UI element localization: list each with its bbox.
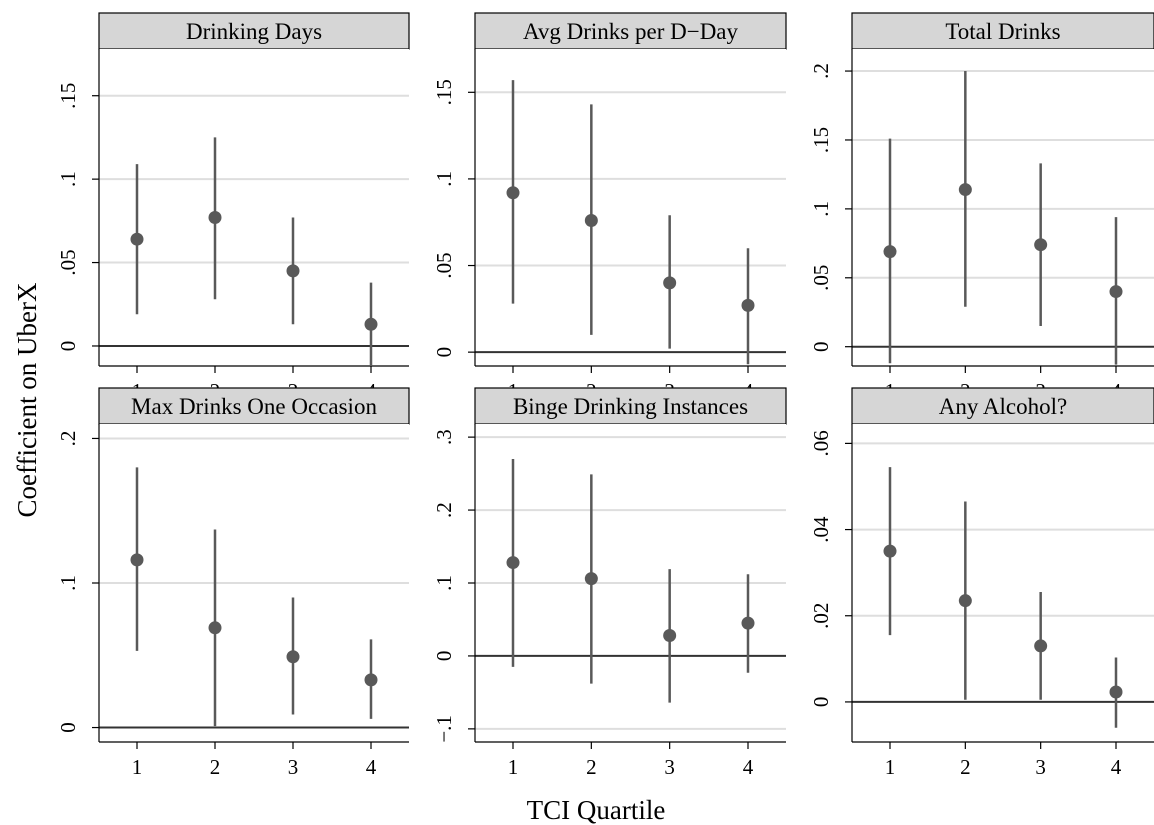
y-tick-label: .3 [432,429,456,445]
point-estimate-marker [208,211,222,225]
point-estimate-marker [1034,639,1048,653]
y-tick-label: .15 [809,127,833,153]
y-tick-label: .1 [56,171,80,187]
point-estimate-marker [286,650,300,664]
y-tick-label: .15 [56,83,80,109]
x-tick-label: 4 [743,755,754,779]
y-tick-label: 0 [809,341,833,352]
point-estimate-marker [130,553,144,567]
point-estimate-marker [741,616,755,630]
y-tick-label: .15 [432,79,456,105]
x-tick-label: 3 [288,755,299,779]
y-tick-label: .05 [56,249,80,275]
y-tick-label: .2 [56,431,80,447]
point-estimate-marker [883,245,897,259]
panel-title-strip [98,387,410,425]
x-tick-label: 2 [210,755,221,779]
figure-y-axis-label: Coefficient on UberX [12,282,42,517]
point-estimate-marker [883,544,897,558]
x-tick-label: 2 [586,755,597,779]
point-estimate-marker [584,213,598,227]
point-estimate-marker [364,673,378,687]
x-tick-label: 3 [664,755,675,779]
point-estimate-marker [741,298,755,312]
panels-group: Drinking Days 0 .05 .1 .15 1 2 3 4 Avg Drinks per… [56,12,1154,779]
point-estimate-marker [286,264,300,278]
point-estimate-marker [364,317,378,331]
point-estimate-marker [663,276,677,290]
plot-area [852,424,1154,742]
y-tick-label: 0 [432,651,456,662]
y-tick-label: .04 [809,516,833,543]
y-tick-label: 0 [432,347,456,358]
point-estimate-marker [1109,685,1123,699]
panel-title: Avg Drinks per D−Day [523,19,739,44]
panel-title: Any Alcohol? [939,394,1067,419]
panel-title: Total Drinks [945,19,1060,44]
panel-4: Max Drinks One Occasion 0 .1 .2 1 2 3 4 [56,387,410,779]
plot-area [99,49,409,366]
y-tick-label: .1 [432,575,456,591]
point-estimate-marker [958,183,972,197]
x-tick-label: 4 [1111,755,1122,779]
panel-title-strip [98,12,410,50]
y-tick-label: 0 [56,722,80,733]
panel-title: Binge Drinking Instances [513,394,748,419]
y-tick-label: 0 [56,341,80,352]
point-estimate-marker [663,629,677,643]
figure-x-axis-label: TCI Quartile [527,795,666,825]
point-estimate-marker [130,232,144,246]
plot-area [852,49,1154,366]
panel-title: Drinking Days [186,19,322,44]
y-tick-label: .1 [56,575,80,591]
plot-area [475,49,786,366]
y-tick-label: .2 [432,502,456,518]
point-estimate-marker [506,186,520,200]
x-tick-label: 3 [1035,755,1046,779]
point-estimate-marker [208,621,222,635]
y-tick-label: .05 [432,252,456,278]
y-tick-label: 0 [809,697,833,708]
panel-title-strip [851,12,1154,50]
panel-title: Max Drinks One Occasion [131,394,377,419]
point-estimate-marker [1109,285,1123,299]
point-estimate-marker [958,594,972,608]
point-estimate-marker [506,556,520,570]
y-tick-label: .1 [809,201,833,217]
y-tick-label: .1 [432,171,456,187]
panel-title-strip [474,12,787,50]
x-tick-label: 4 [366,755,377,779]
panel-title-strip [851,387,1154,425]
x-tick-label: 1 [508,755,519,779]
panel-6: Any Alcohol? 0 .02 .04 .06 1 2 3 4 [809,387,1154,779]
point-estimate-marker [1034,238,1048,252]
y-tick-label: .05 [809,265,833,291]
x-tick-label: 1 [885,755,896,779]
y-tick-label: .2 [809,63,833,79]
x-tick-label: 2 [960,755,971,779]
point-estimate-marker [584,572,598,586]
y-tick-label: .06 [809,430,833,456]
y-tick-label: .02 [809,603,833,629]
y-tick-label: −.1 [432,715,456,743]
panel-5: Binge Drinking Instances −.1 0 .1 .2 .3 1 2 3 4 [432,387,787,779]
x-tick-label: 1 [132,755,143,779]
